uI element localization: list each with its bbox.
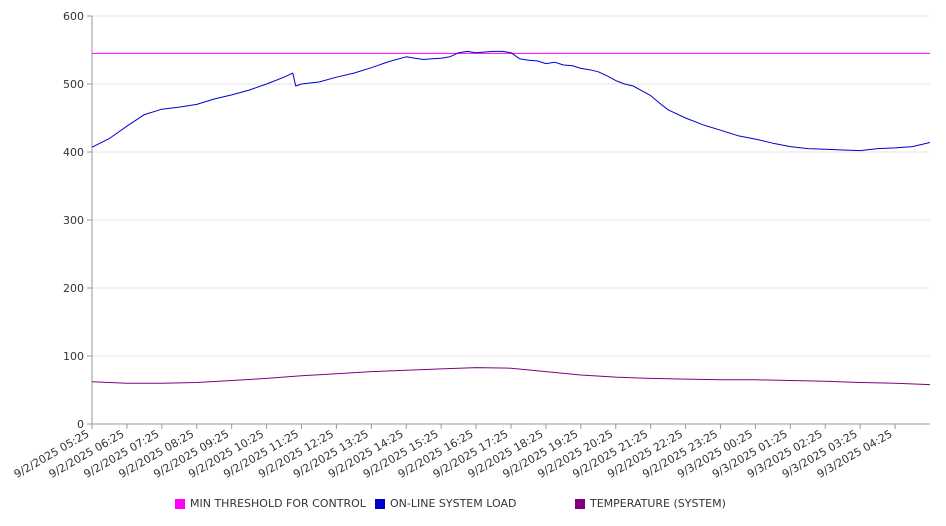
legend: MIN THRESHOLD FOR CONTROL ON-LINE SYSTEM… <box>0 497 946 515</box>
y-axis-ticks: 0 100 200 300 400 500 600 <box>63 10 92 431</box>
legend-label-system-load: ON-LINE SYSTEM LOAD <box>390 497 517 510</box>
y-tick-label: 0 <box>77 418 84 431</box>
legend-item-system-load: ON-LINE SYSTEM LOAD <box>375 497 516 510</box>
y-tick-label: 600 <box>63 10 84 23</box>
y-tick-label: 500 <box>63 78 84 91</box>
gridlines <box>92 15 930 357</box>
y-tick-label: 300 <box>63 214 84 227</box>
x-axis-ticks: 9/2/2025 05:259/2/2025 06:259/2/2025 07:… <box>12 424 896 481</box>
series-line-temperature <box>91 367 931 386</box>
legend-label-temperature: TEMPERATURE (SYSTEM) <box>590 497 726 510</box>
legend-item-temperature: TEMPERATURE (SYSTEM) <box>575 497 726 510</box>
legend-swatch-system-load <box>375 498 385 509</box>
legend-swatch-temperature <box>575 498 585 509</box>
y-tick-label: 100 <box>63 350 84 363</box>
legend-swatch-threshold <box>175 498 185 509</box>
legend-label-threshold: MIN THRESHOLD FOR CONTROL <box>190 497 366 510</box>
y-tick-label: 200 <box>63 282 84 295</box>
series-lines <box>91 50 931 386</box>
legend-item-threshold: MIN THRESHOLD FOR CONTROL <box>175 497 366 510</box>
series-line-system-load <box>91 50 931 152</box>
y-tick-label: 400 <box>63 146 84 159</box>
